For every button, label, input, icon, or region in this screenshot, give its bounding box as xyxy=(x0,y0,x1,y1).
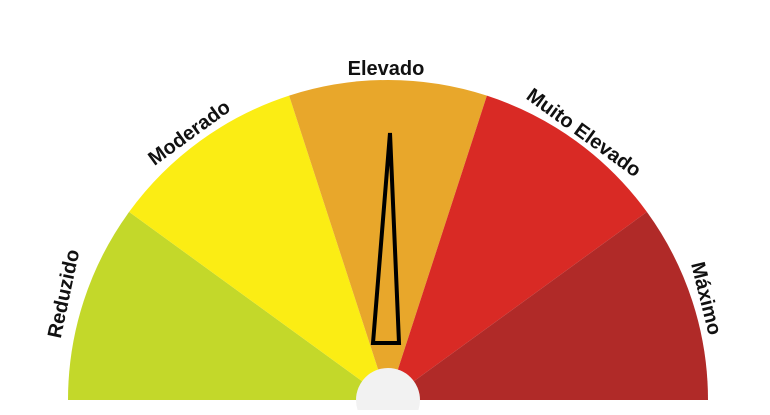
gauge-needle xyxy=(370,132,402,345)
gauge-sector-muito-elevado xyxy=(388,95,647,400)
label-elevado: Elevado xyxy=(348,58,425,80)
gauge-sector-moderado xyxy=(129,95,388,400)
gauge-sector-reduzido xyxy=(68,211,388,400)
gauge-hub xyxy=(356,368,420,415)
gauge-sector-máximo xyxy=(388,211,708,400)
gauge-sector-elevado xyxy=(289,79,487,400)
